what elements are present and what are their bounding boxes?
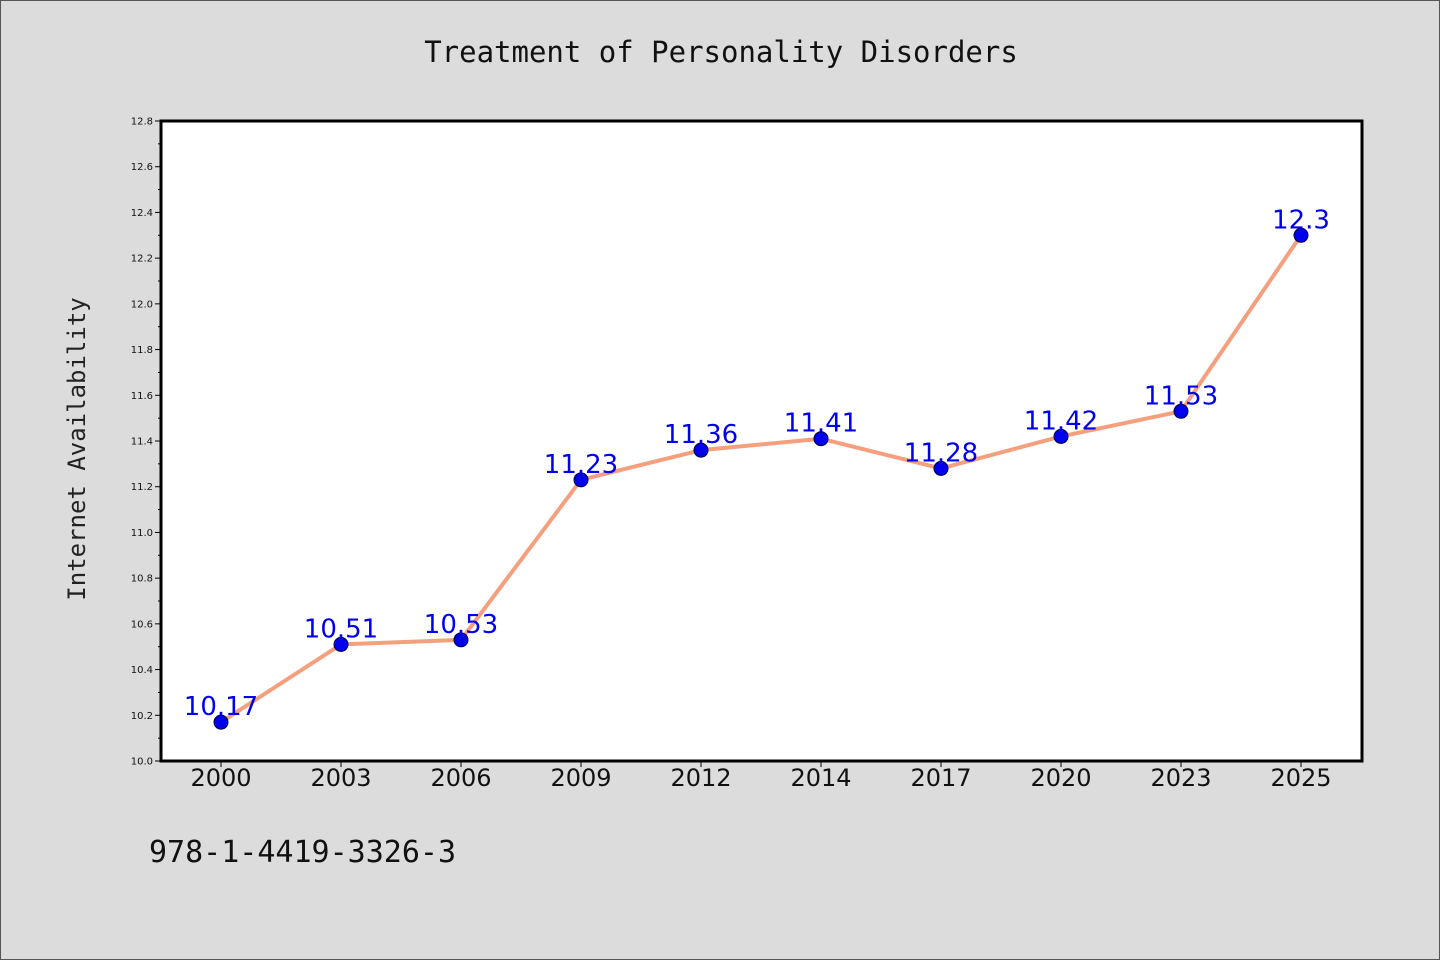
- y-tick-label: 12.4: [131, 208, 153, 219]
- y-tick-label: 10.8: [131, 574, 153, 585]
- data-label: 11.42: [1024, 406, 1098, 436]
- data-point: [1053, 428, 1069, 444]
- data-point: [1293, 227, 1309, 243]
- x-tick-label: 2014: [790, 764, 851, 792]
- x-tick-label: 2023: [1150, 764, 1211, 792]
- data-label: 12.3: [1272, 205, 1330, 235]
- x-tick-label: 2000: [190, 764, 251, 792]
- data-label: 11.36: [664, 420, 738, 450]
- data-point: [213, 714, 229, 730]
- data-label: 11.53: [1144, 381, 1218, 411]
- data-label: 10.53: [424, 610, 498, 640]
- y-tick-label: 10.2: [131, 711, 153, 722]
- y-tick-label: 10.0: [131, 757, 153, 768]
- data-label: 11.28: [904, 438, 978, 468]
- plot-area: [159, 119, 1364, 763]
- data-point: [693, 442, 709, 458]
- y-tick-label: 11.8: [131, 345, 153, 356]
- y-tick-label: 12.0: [131, 299, 153, 310]
- series-line: [219, 233, 1303, 725]
- data-point: [813, 431, 829, 447]
- x-tick-label: 2003: [310, 764, 371, 792]
- data-point: [933, 460, 949, 476]
- data-point: [333, 636, 349, 652]
- y-tick-label: 11.2: [131, 482, 153, 493]
- data-label: 11.23: [544, 450, 618, 480]
- y-tick-label: 12.6: [131, 162, 153, 173]
- y-tick-label: 10.6: [131, 619, 153, 630]
- data-label: 10.51: [304, 614, 378, 644]
- y-tick-label: 12.8: [131, 117, 153, 128]
- x-tick-label: 2009: [550, 764, 611, 792]
- data-label: 10.17: [184, 692, 258, 722]
- x-tick-label: 2017: [910, 764, 971, 792]
- footer-code: 978-1-4419-3326-3: [149, 835, 457, 870]
- y-tick-label: 10.4: [131, 665, 153, 676]
- x-tick-label: 2012: [670, 764, 731, 792]
- chart-title: Treatment of Personality Disorders: [424, 35, 1018, 69]
- data-label: 11.41: [784, 409, 858, 439]
- y-tick-label: 11.4: [131, 437, 153, 448]
- x-tick-label: 2020: [1030, 764, 1091, 792]
- y-tick-label: 11.0: [131, 528, 153, 539]
- y-tick-label: 11.6: [131, 391, 153, 402]
- y-tick-label: 12.2: [131, 254, 153, 265]
- data-point: [1173, 403, 1189, 419]
- data-point: [573, 472, 589, 488]
- data-point: [453, 632, 469, 648]
- x-tick-label: 2025: [1270, 764, 1331, 792]
- x-tick-label: 2006: [430, 764, 491, 792]
